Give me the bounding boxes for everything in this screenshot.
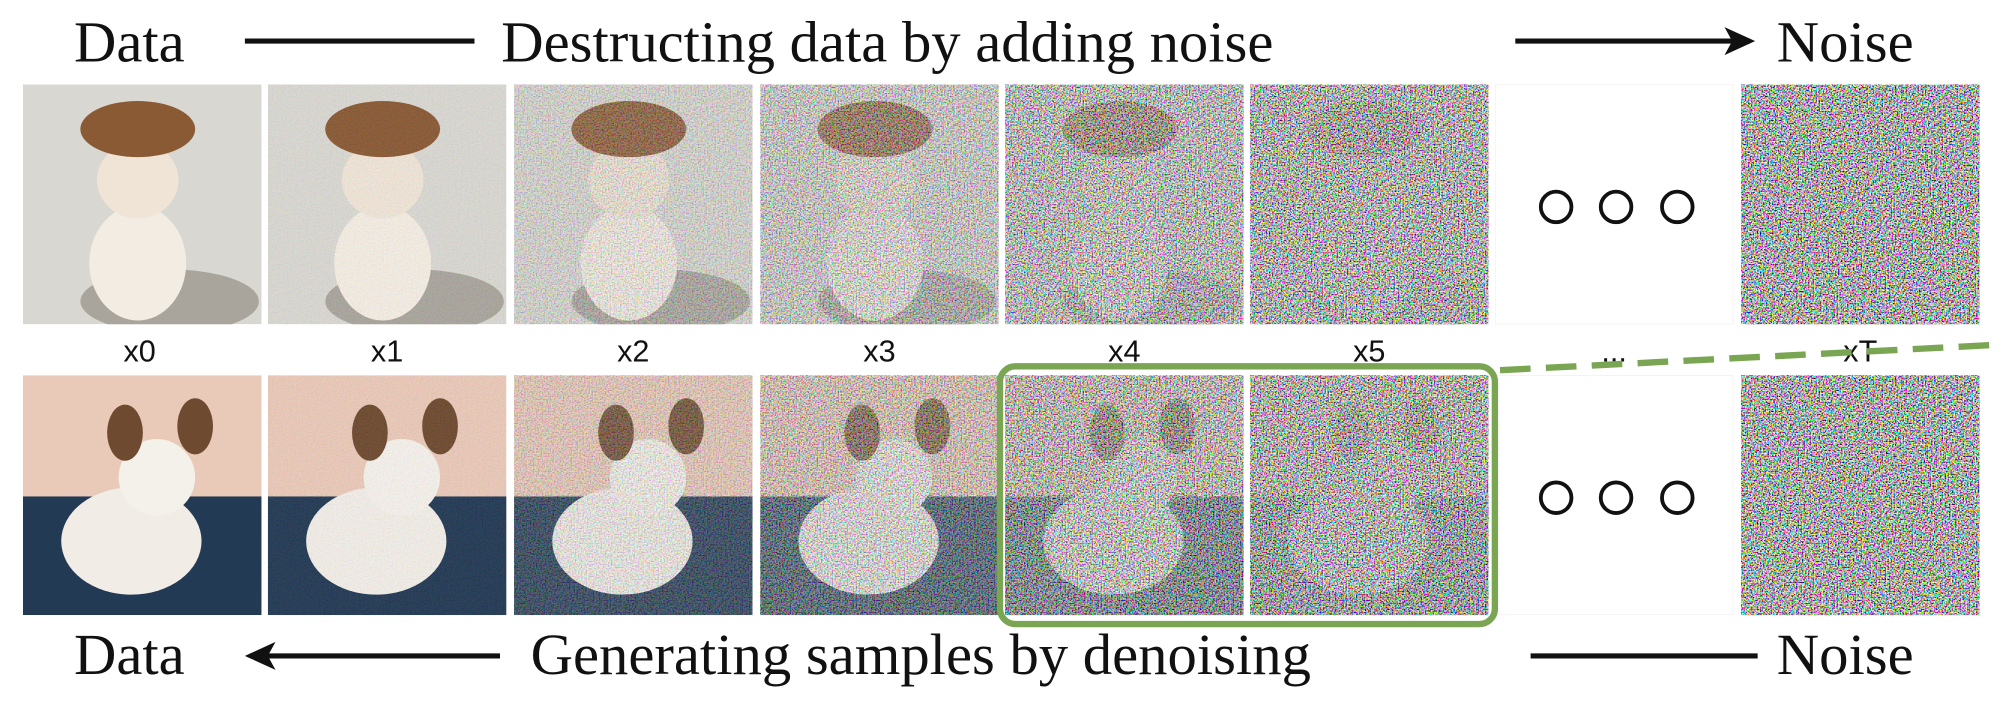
- image-cell: [1741, 84, 1980, 325]
- image-cell: [760, 84, 999, 325]
- step-label: x1: [371, 334, 403, 368]
- step-label: x3: [863, 334, 895, 368]
- image-cell: [267, 375, 507, 616]
- image-cell: [22, 84, 262, 325]
- image-cell: [1741, 375, 1980, 616]
- zoom-line: [1499, 341, 2000, 374]
- noise: [1741, 375, 1980, 616]
- image-cell: [760, 375, 999, 616]
- step-label: x0: [123, 334, 155, 368]
- ellipsis-box: [1494, 84, 1734, 325]
- footer-left: Data: [74, 622, 185, 687]
- dog-body: [89, 205, 187, 321]
- dog-ear: [107, 404, 143, 461]
- dog-hair: [80, 101, 196, 158]
- image-cell: [514, 84, 753, 325]
- step-label: x2: [617, 334, 649, 368]
- dog-ear: [177, 398, 214, 455]
- noise: [760, 375, 999, 616]
- noise: [267, 375, 507, 616]
- dog-head: [118, 439, 196, 516]
- dog-head: [96, 141, 179, 219]
- ellipsis-dot: [1538, 189, 1574, 225]
- image-cell: [22, 375, 262, 616]
- step-label: x4: [1108, 334, 1140, 368]
- image-cell: [1250, 84, 1489, 325]
- ellipsis-dot: [1598, 189, 1634, 225]
- image-cell: [1005, 375, 1244, 616]
- noise: [1250, 84, 1489, 325]
- image-cell: [1494, 375, 1734, 616]
- noise: [514, 375, 753, 616]
- noise: [267, 84, 507, 325]
- image-cell: [1494, 84, 1734, 325]
- noise: [1005, 375, 1244, 616]
- ellipsis-dot: [1538, 480, 1574, 515]
- header-left: Data: [74, 10, 185, 75]
- step-label: x5: [1353, 334, 1385, 368]
- highlight-box: [996, 363, 1499, 628]
- ellipsis-dot: [1598, 480, 1634, 515]
- footer-title: Generating samples by denoising: [531, 622, 1311, 687]
- noise: [1741, 84, 1980, 325]
- noise: [1005, 84, 1244, 325]
- noise: [514, 84, 753, 325]
- header-title: Destructing data by adding noise: [501, 10, 1273, 75]
- header-right: Noise: [1777, 10, 1914, 75]
- ellipsis-dot: [1660, 480, 1695, 515]
- noise: [760, 84, 999, 325]
- image-cell: [1250, 375, 1489, 616]
- image-cell: [267, 84, 507, 325]
- image-cell: [1005, 84, 1244, 325]
- footer-right: Noise: [1777, 622, 1914, 687]
- ellipsis-box: [1494, 375, 1734, 616]
- noise: [1250, 375, 1489, 616]
- ellipsis-dot: [1660, 189, 1695, 225]
- image-cell: [514, 375, 753, 616]
